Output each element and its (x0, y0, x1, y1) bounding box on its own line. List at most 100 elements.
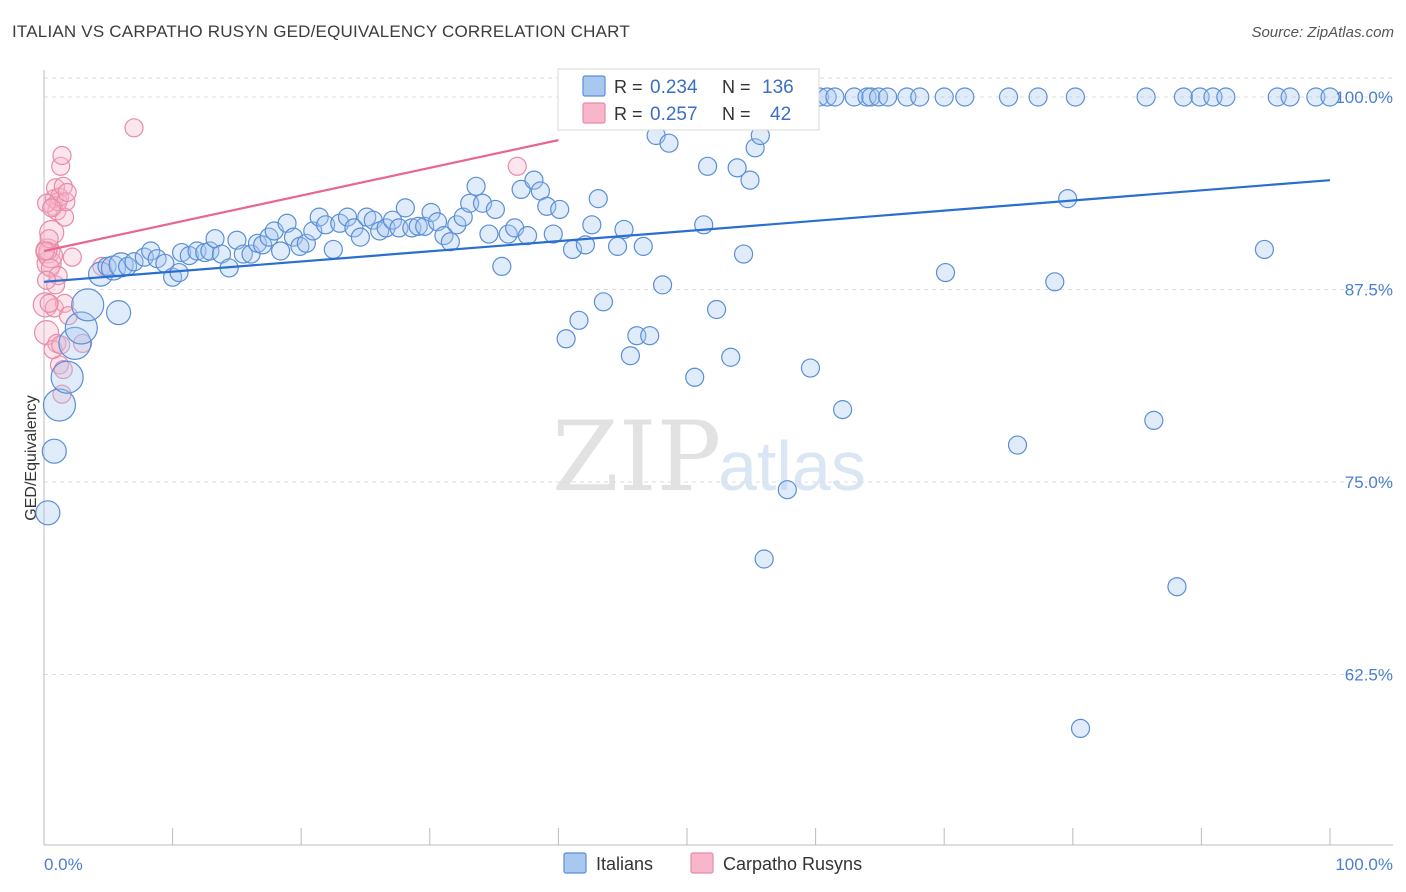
data-point (323, 239, 343, 260)
data-point (550, 199, 570, 220)
data-point (253, 235, 273, 255)
data-point (685, 367, 705, 387)
bottom-legend-label-italians: Italians (596, 854, 653, 874)
data-point (777, 480, 797, 500)
data-point (721, 347, 741, 367)
data-point (910, 87, 930, 107)
data-point (108, 252, 134, 278)
data-point (524, 170, 544, 190)
data-point (633, 236, 653, 256)
data-point (740, 170, 760, 190)
data-point (1144, 410, 1164, 430)
legend-n-label-italians: N = (722, 77, 751, 97)
legend-r-label-carpatho-rusyns: R = (614, 104, 643, 124)
y-tick-label: 87.5% (1345, 281, 1393, 300)
data-point (825, 87, 845, 107)
data-point (1254, 239, 1275, 260)
data-point (271, 241, 291, 261)
bottom-legend-swatch-italians (563, 852, 587, 874)
data-point (1306, 87, 1326, 107)
data-point (1045, 272, 1065, 292)
data-point (54, 293, 75, 313)
data-point (42, 198, 62, 218)
data-point (447, 215, 467, 235)
y-tick-labels: 62.5% 75.0% 87.5% 100.0% (1335, 88, 1393, 685)
y-tick-label: 100.0% (1335, 88, 1393, 107)
data-point (754, 549, 774, 569)
data-point (800, 358, 821, 378)
data-point (33, 320, 60, 346)
data-point (395, 198, 415, 218)
data-point (492, 256, 512, 276)
legend-r-label-italians: R = (614, 77, 643, 97)
data-point (620, 346, 641, 366)
gridlines (44, 77, 1393, 675)
data-point (309, 207, 329, 227)
bottom-legend-label-carpatho-rusyns: Carpatho Rusyns (723, 854, 862, 874)
x-tick-label-min: 0.0% (44, 855, 83, 874)
data-point (350, 227, 370, 247)
data-point (440, 232, 460, 252)
data-point (41, 438, 67, 464)
data-point (878, 87, 898, 107)
data-point (50, 360, 84, 394)
source-label: Source: ZipAtlas.com (1251, 24, 1394, 41)
data-point (316, 215, 336, 235)
data-point (861, 87, 881, 107)
watermark-zip: ZIP (552, 401, 721, 513)
trend-line-carpatho-rusyns (43, 139, 559, 253)
series-carpatho-rusyns (32, 118, 527, 404)
data-point (172, 242, 192, 263)
data-point (1173, 87, 1193, 107)
data-point (607, 236, 628, 256)
x-tick-label-max: 100.0% (1335, 855, 1393, 874)
data-point (39, 293, 59, 313)
data-point (1028, 87, 1048, 107)
legend-n-label-carpatho-rusyns: N = (722, 104, 751, 124)
y-axis-title: GED/Equivalency (23, 395, 40, 520)
data-point (833, 400, 853, 420)
data-point (485, 199, 505, 220)
data-point (64, 311, 98, 345)
data-point (556, 329, 576, 349)
data-point (479, 224, 499, 244)
data-point (259, 227, 279, 247)
data-point (569, 310, 589, 330)
data-point (1007, 435, 1028, 455)
data-point (697, 156, 718, 176)
data-point (745, 138, 765, 158)
data-point (124, 118, 144, 138)
data-point (1280, 87, 1300, 107)
y-tick-label: 62.5% (1345, 666, 1393, 685)
data-point (233, 244, 253, 264)
data-point (408, 216, 428, 236)
data-point (54, 207, 75, 227)
legend-swatch-italians (582, 75, 606, 97)
data-point (955, 87, 975, 107)
data-point (296, 233, 316, 253)
data-point (105, 300, 132, 326)
data-point (1216, 87, 1236, 107)
data-point (543, 224, 563, 244)
data-point (53, 359, 73, 380)
data-point (614, 219, 634, 240)
stats-legend: R = 0.234 N = 136 R = 0.257 N = 42 (557, 68, 820, 131)
data-point (706, 299, 727, 320)
data-point (727, 158, 747, 178)
data-point (1065, 87, 1085, 107)
data-point (1070, 718, 1091, 739)
data-point (593, 292, 614, 312)
series-legend: Italians Carpatho Rusyns (563, 852, 862, 874)
data-point (998, 87, 1019, 107)
data-point (517, 226, 538, 246)
trend-line-italians (43, 179, 1331, 283)
data-point (733, 244, 754, 264)
data-point (200, 241, 220, 261)
legend-r-value-italians: 0.234 (650, 77, 698, 98)
data-point (124, 252, 144, 272)
data-point (466, 176, 486, 196)
chart-title: ITALIAN VS CARPATHO RUSYN GED/EQUIVALENC… (12, 22, 630, 41)
data-point (1320, 87, 1340, 107)
data-point (42, 388, 77, 422)
